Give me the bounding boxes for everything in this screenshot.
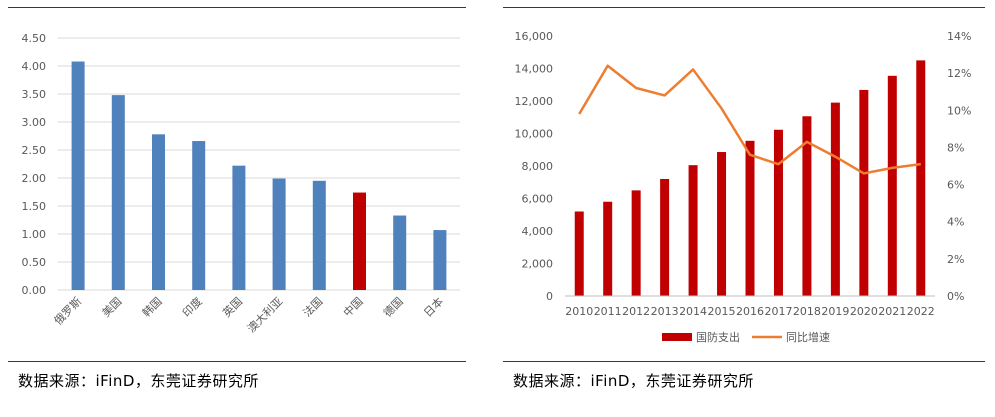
left-y-tick-label: 0.50 <box>22 256 47 269</box>
right-chart-left-tick-label: 16,000 <box>515 30 554 43</box>
left-bar <box>232 165 246 290</box>
top-rule-right <box>503 7 985 8</box>
left-y-tick-label: 1.50 <box>22 200 47 213</box>
left-gridlines <box>58 37 460 291</box>
left-bar <box>353 192 366 290</box>
left-bars <box>71 61 447 291</box>
right-chart-right-tick-label: 12% <box>947 67 971 80</box>
right-chart-left-tick-label: 12,000 <box>515 95 554 108</box>
right-chart-x-tick-label: 2016 <box>736 305 764 318</box>
right-chart-x-tick-label: 2018 <box>793 305 821 318</box>
right-chart-bar <box>631 190 641 296</box>
bottom-rule-left <box>8 361 466 362</box>
right-chart-right-tick-label: 10% <box>947 104 971 117</box>
right-chart-right-y-axis: 0% 2% 4% 6% 8% 10% 12% 14% <box>947 30 971 303</box>
right-chart-bar <box>773 129 783 296</box>
left-bar <box>393 215 407 290</box>
right-chart-bar <box>717 152 727 296</box>
right-chart-x-tick-label: 2012 <box>622 305 650 318</box>
right-chart-x-tick-label: 2019 <box>821 305 849 318</box>
right-chart-right-tick-label: 2% <box>947 253 964 266</box>
right-chart-left-tick-label: 8,000 <box>522 160 554 173</box>
left-y-tick-label: 2.00 <box>22 172 47 185</box>
right-combo-chart: 0 2,000 4,000 6,000 8,000 10,000 12,000 14,000 1… <box>515 30 972 344</box>
right-chart-bars <box>574 60 926 297</box>
left-bar <box>272 178 286 290</box>
right-chart-bar <box>830 102 840 296</box>
left-y-tick-label: 3.00 <box>22 116 47 129</box>
right-chart-x-tick-label: 2013 <box>651 305 679 318</box>
right-chart-x-tick-label: 2011 <box>594 305 622 318</box>
right-chart-left-tick-label: 14,000 <box>515 63 554 76</box>
left-bar <box>433 230 447 290</box>
bottom-rule-right <box>503 361 985 362</box>
left-bar-chart: 0.00 0.50 1.00 1.50 2.00 2.50 3.00 3.50 4.00 4.50… <box>22 32 460 335</box>
left-y-tick-label: 3.50 <box>22 88 47 101</box>
right-chart-right-tick-label: 8% <box>947 141 964 154</box>
right-chart-bar <box>887 75 897 296</box>
right-chart-x-axis: 2010 2011 2012 2013 2014 2015 2016 2017 2018 2019… <box>565 305 935 318</box>
right-chart-x-tick-label: 2014 <box>679 305 707 318</box>
left-source-note: 数据来源：iFinD，东莞证券研究所 <box>18 372 259 390</box>
right-chart-right-tick-label: 6% <box>947 179 964 192</box>
left-bar <box>71 61 85 290</box>
left-y-tick-label: 2.50 <box>22 144 47 157</box>
right-chart-left-tick-label: 4,000 <box>522 225 554 238</box>
right-chart-left-y-axis: 0 2,000 4,000 6,000 8,000 10,000 12,000 14,000 1… <box>515 30 554 303</box>
right-chart-bar <box>660 179 670 296</box>
right-chart-bar <box>802 116 812 297</box>
legend-line-label: 同比增速 <box>786 330 830 344</box>
right-chart-x-tick-label: 2017 <box>764 305 792 318</box>
right-chart-bar <box>745 140 755 296</box>
right-chart-bar <box>916 60 926 296</box>
right-source-note: 数据来源：iFinD，东莞证券研究所 <box>513 372 754 390</box>
left-y-tick-label: 0.00 <box>22 284 47 297</box>
right-chart-right-tick-label: 14% <box>947 30 971 43</box>
right-chart-x-tick-label: 2022 <box>907 305 935 318</box>
top-rule-left <box>8 7 466 8</box>
left-bar <box>152 134 165 290</box>
right-chart-right-tick-label: 4% <box>947 216 964 229</box>
right-chart-x-tick-label: 2015 <box>708 305 736 318</box>
left-bar <box>111 95 125 291</box>
right-chart-bar <box>574 211 584 296</box>
legend-bar-swatch <box>662 333 692 341</box>
right-chart-growth-line <box>578 64 921 175</box>
left-y-axis: 0.00 0.50 1.00 1.50 2.00 2.50 3.00 3.50 4.00 4.50 <box>22 32 47 297</box>
right-chart-legend: 国防支出 同比增速 <box>662 330 830 344</box>
right-chart-right-tick-label: 0% <box>947 290 964 303</box>
right-chart-left-tick-label: 6,000 <box>522 193 554 206</box>
left-y-tick-label: 1.00 <box>22 228 47 241</box>
right-chart-line <box>578 64 921 175</box>
right-chart-left-tick-label: 0 <box>546 290 553 303</box>
right-chart-left-tick-label: 2,000 <box>522 258 554 271</box>
left-bar <box>192 141 206 290</box>
right-chart-x-tick-label: 2010 <box>565 305 593 318</box>
right-chart-x-tick-label: 2020 <box>850 305 878 318</box>
right-chart-left-tick-label: 10,000 <box>515 128 554 141</box>
legend-bar-label: 国防支出 <box>696 330 740 344</box>
right-chart-bar <box>603 201 613 296</box>
left-y-tick-label: 4.00 <box>22 60 47 73</box>
left-bar <box>312 180 326 290</box>
right-chart-bar <box>688 165 698 296</box>
left-y-tick-label: 4.50 <box>22 32 47 45</box>
right-chart-x-tick-label: 2021 <box>878 305 906 318</box>
right-chart-bar <box>859 89 869 296</box>
